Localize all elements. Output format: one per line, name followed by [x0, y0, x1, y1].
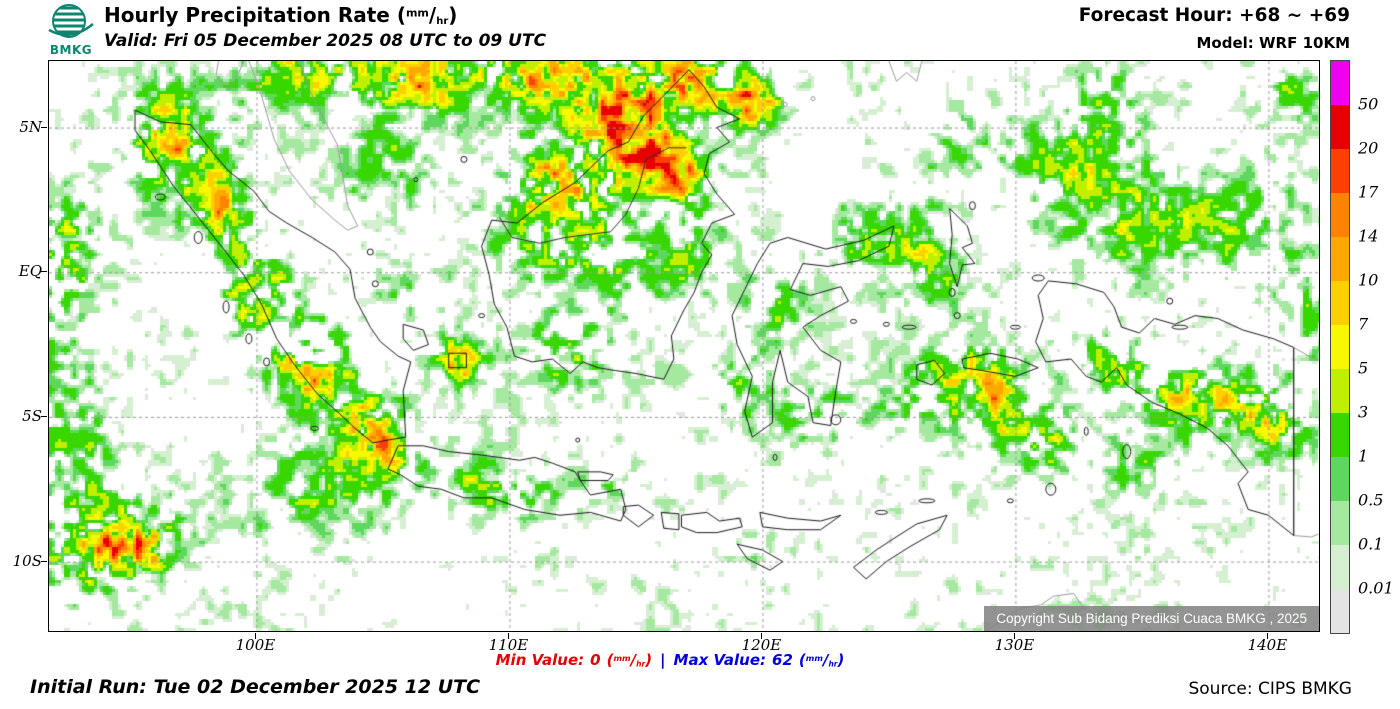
unit-close: ) [448, 3, 458, 27]
unit-sup: mm [405, 6, 429, 20]
page-title: Hourly Precipitation Rate (mm/hr) [104, 3, 457, 27]
unit-sub: hr [636, 659, 646, 669]
min-value: 0 [590, 651, 601, 669]
source-label: Source: CIPS BMKG [1188, 679, 1352, 699]
legend-value-20: 20 [1358, 138, 1379, 158]
copyright-overlay: Copyright Sub Bidang Prediksi Cuaca BMKG… [984, 606, 1319, 631]
legend-value-10: 10 [1358, 270, 1379, 290]
x-axis-tick [1267, 633, 1269, 639]
legend-value-14: 14 [1358, 226, 1379, 246]
legend-segment [1331, 281, 1349, 325]
unit-sup: mm [613, 652, 631, 663]
y-axis-label-5N: 5N [19, 117, 42, 136]
legend-segment [1331, 193, 1349, 237]
min-value-label: Min Value: [495, 651, 585, 669]
legend-value-7: 7 [1358, 314, 1369, 334]
x-axis-label-100E: 100E [235, 636, 276, 654]
x-axis-tick [761, 633, 763, 639]
legend-segment [1331, 149, 1349, 193]
x-axis-label-110E: 110E [488, 636, 529, 654]
legend-segment [1331, 413, 1349, 457]
unit-open: ( [396, 3, 406, 27]
valid-time-label: Valid: Fri 05 December 2025 08 UTC to 09… [104, 31, 547, 51]
map-plot-area: Copyright Sub Bidang Prediksi Cuaca BMKG… [48, 60, 1320, 632]
unit-slash: / [822, 651, 829, 669]
legend-value-50: 50 [1358, 94, 1379, 114]
legend-segment [1331, 105, 1349, 149]
y-axis-label-5S: 5S [22, 406, 42, 425]
legend-segment [1331, 589, 1349, 633]
model-label: Model: WRF 10KM [1196, 34, 1351, 52]
y-axis-tick [41, 271, 47, 273]
legend-value-17: 17 [1358, 182, 1379, 202]
legend-value-1: 1 [1358, 446, 1369, 466]
x-axis-tick [1014, 633, 1016, 639]
legend-colorbar [1330, 60, 1350, 634]
x-axis-label-140E: 140E [1247, 636, 1288, 654]
max-value-label: Max Value: [673, 651, 767, 669]
unit-close: ) [837, 651, 845, 669]
title-unit: (mm/hr) [397, 3, 458, 27]
y-axis-label-EQ: EQ [18, 262, 42, 281]
unit-sub: hr [828, 659, 838, 669]
precipitation-map-canvas [49, 61, 1319, 631]
x-axis-tick [255, 633, 257, 639]
minmax-line: Min Value: 0 (mm/hr) | Max Value: 62 (mm/hr) [0, 651, 1340, 669]
title-text: Hourly Precipitation Rate [104, 3, 390, 27]
unit-close: ) [645, 651, 653, 669]
unit-open: ( [798, 651, 806, 669]
legend-value-0.5: 0.5 [1358, 490, 1384, 510]
x-axis-label-130E: 130E [994, 636, 1035, 654]
unit-slash: / [630, 651, 637, 669]
max-value-unit: (mm/hr) [799, 651, 844, 669]
legend-segment [1331, 457, 1349, 501]
legend-segment [1331, 61, 1349, 105]
unit-open: ( [606, 651, 614, 669]
legend-value-5: 5 [1358, 358, 1369, 378]
legend-segment [1331, 369, 1349, 413]
x-axis-label-120E: 120E [741, 636, 782, 654]
legend-value-0.1: 0.1 [1358, 534, 1384, 554]
header-right-block: Forecast Hour: +68 ~ +69 Model: WRF 10KM [1079, 5, 1350, 52]
forecast-hour-label: Forecast Hour: +68 ~ +69 [1078, 5, 1350, 26]
unit-sup: mm [805, 652, 823, 663]
y-axis-tick [41, 126, 47, 128]
bmkg-logo-icon [48, 4, 94, 38]
x-axis-tick [508, 633, 510, 639]
max-value: 62 [772, 651, 793, 669]
bmkg-logo: BMKG [40, 2, 102, 57]
minmax-separator: | [660, 651, 666, 669]
unit-slash: / [428, 3, 437, 27]
legend-segment [1331, 325, 1349, 369]
y-axis-label-10S: 10S [12, 551, 42, 570]
min-value-unit: (mm/hr) [607, 651, 652, 669]
legend-segment [1331, 545, 1349, 589]
legend-segment [1331, 237, 1349, 281]
legend-value-0.01: 0.01 [1358, 578, 1394, 598]
y-axis-tick [41, 560, 47, 562]
y-axis-tick [41, 415, 47, 417]
unit-sub: hr [436, 16, 449, 27]
initial-run-label: Initial Run: Tue 02 December 2025 12 UTC [30, 676, 481, 698]
legend-segment [1331, 501, 1349, 545]
bmkg-logo-text: BMKG [49, 43, 93, 57]
legend-value-3: 3 [1358, 402, 1369, 422]
